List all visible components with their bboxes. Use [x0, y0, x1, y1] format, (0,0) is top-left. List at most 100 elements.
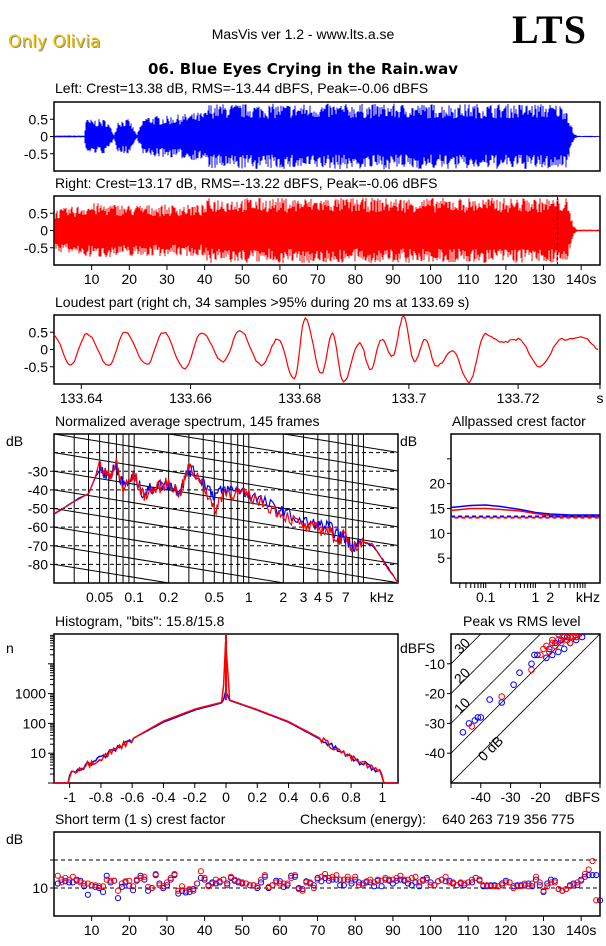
short-term-right-point [348, 877, 355, 884]
x-tick-label: 30 [159, 271, 175, 287]
x-tick-label: 120 [494, 922, 518, 938]
short-term-left-point [348, 880, 355, 887]
short-term-chart: dB 10 10 20 30 40 50 60 70 80 90 100 110 120 130 140s [6, 831, 603, 938]
short-term-right-point [115, 887, 121, 894]
short-term-right-point [152, 871, 159, 877]
x-tick-label: -30 [500, 789, 520, 805]
crest-diagonal [451, 634, 512, 694]
short-term-right-point [559, 887, 566, 894]
short-term-right-point [137, 874, 144, 881]
short-term-right-point [81, 880, 88, 887]
short-term-right-point [58, 879, 65, 886]
short-term-left-point [581, 873, 588, 880]
short-term-left-point [340, 882, 347, 889]
x-tick-label: 50 [234, 271, 250, 287]
short-term-right-point [420, 877, 426, 884]
short-term-left-point [589, 872, 596, 879]
x-tick-label: 80 [347, 271, 363, 287]
short-term-right-point [344, 873, 351, 880]
x-tick-label: s [597, 390, 604, 406]
short-term-left-point [544, 880, 551, 887]
y-tick-label: 100 [23, 715, 47, 731]
allpassed-ylabel: dB [400, 433, 417, 449]
histogram-left-line [54, 689, 398, 784]
left-waveform: 0.5 0-0.5 [24, 101, 601, 172]
short-term-right-point [322, 871, 329, 877]
short-term-right-point [502, 879, 509, 886]
short-term-right-point [216, 878, 223, 885]
y-tick-label: 0.5 [29, 111, 49, 127]
short-term-left-point [371, 883, 378, 890]
short-term-left-point [405, 880, 411, 887]
short-term-right-point [299, 887, 306, 894]
short-term-right-point [408, 874, 415, 881]
x-tick-label: 2 [546, 589, 554, 605]
y-tick-label: 20 [429, 476, 445, 492]
slope-gridline [396, 434, 398, 435]
short-term-right-point [382, 874, 389, 881]
short-term-right-point [84, 880, 91, 887]
peak-rms-right-point [549, 636, 556, 644]
peak-rms-right-point [498, 693, 506, 700]
spectrum-chart: -30 -40 -50 -60 -70 -80 dB 0.05 0.1 0.2 0.5 1 2 3 4 5 7 k… [6, 433, 399, 605]
slope-gridline [54, 526, 398, 583]
x-tick-label: 7 [342, 589, 350, 605]
short-term-right-point [427, 882, 434, 889]
x-tick-label: -0.2 [183, 789, 207, 805]
short-term-right-point [141, 873, 148, 880]
crest-diagonal-label: 30 [451, 635, 473, 657]
short-term-right-point [69, 873, 76, 880]
short-term-right-point [224, 882, 231, 889]
short-term-right-point [273, 879, 280, 886]
x-unit-label: kHz [370, 589, 394, 605]
left-channel-title: Left: Crest=13.38 dB, RMS=-13.44 dBFS, P… [55, 80, 429, 96]
allpassed-chart: dB 20 15 10 5 0.1 1 2 kHz [400, 433, 601, 605]
histogram-ylabel: n [6, 640, 14, 656]
histogram-title: Histogram, "bits": 15.8/15.8 [55, 613, 225, 629]
x-tick-label: 1 [531, 589, 539, 605]
peak-rms-right-point [572, 634, 580, 641]
short-term-left-point [115, 895, 121, 902]
short-term-left-point [416, 883, 423, 890]
slope-gridline [280, 434, 398, 453]
short-term-title: Short term (1 s) crest factor [55, 811, 226, 827]
short-term-right-point [243, 880, 249, 887]
brand-label: Only Olivia [8, 32, 101, 52]
short-term-left-point [329, 876, 336, 883]
short-term-left-point [58, 876, 65, 883]
short-term-left-point [280, 883, 287, 890]
short-term-right-point [107, 877, 114, 884]
short-term-right-point [446, 879, 453, 886]
checksum-label: Checksum (energy): [300, 811, 427, 827]
x-tick-label: 0.5 [205, 589, 225, 605]
short-term-left-point [597, 897, 603, 904]
short-term-left-point [62, 878, 69, 885]
right-channel-title: Right: Crest=13.17 dB, RMS=-13.22 dBFS, … [55, 175, 438, 191]
x-tick-label: 140s [566, 922, 596, 938]
spectrum-left-line [54, 463, 398, 583]
peak-rms-ylabel: dBFS [400, 640, 435, 656]
peak-rms-right-point [546, 648, 553, 656]
x-tick-label: 0.2 [248, 789, 268, 805]
x-tick-label: 140s [566, 271, 596, 287]
short-term-right-point [431, 882, 438, 889]
x-tick-label: 60 [272, 271, 288, 287]
y-tick-label: 1000 [15, 686, 46, 702]
short-term-right-point [401, 876, 408, 883]
plot-frame [450, 633, 601, 784]
x-tick-label: 0.2 [159, 589, 179, 605]
x-tick-label: 20 [122, 922, 138, 938]
short-term-right-point [231, 876, 238, 883]
short-term-right-point [171, 871, 178, 877]
short-term-right-point [487, 883, 494, 890]
x-tick-label: 0 [222, 789, 230, 805]
x-tick-label: 80 [347, 922, 363, 938]
x-tick-label: 2 [279, 589, 287, 605]
y-tick-label: -40 [28, 482, 48, 498]
peak-rms-left-point [474, 714, 482, 721]
short-term-left-point [54, 880, 61, 887]
short-term-left-point [66, 879, 73, 886]
short-term-right-point [469, 876, 475, 883]
x-tick-label: 40 [197, 271, 213, 287]
x-tick-label: 5 [325, 589, 333, 605]
